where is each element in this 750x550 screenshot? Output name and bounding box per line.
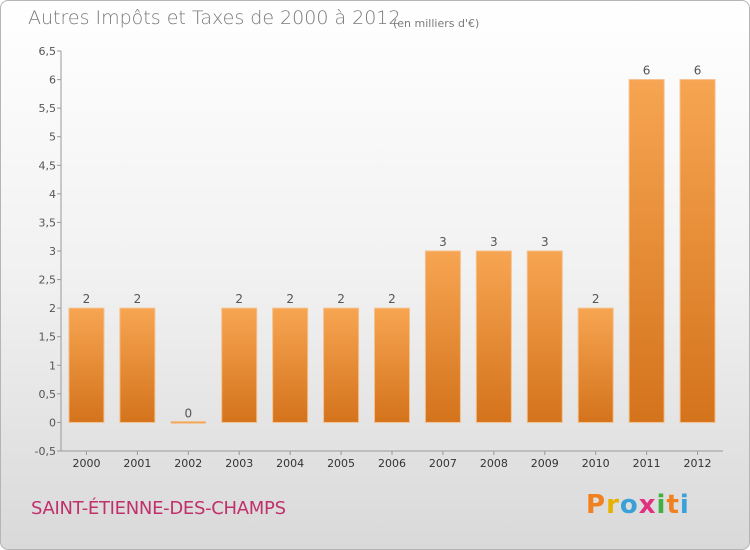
- bar: [323, 307, 360, 423]
- y-tick-label: 1: [49, 359, 56, 372]
- bar: [119, 307, 156, 423]
- y-tick-label: 5: [49, 131, 56, 144]
- bar: [272, 307, 309, 423]
- x-tick-label: 2002: [174, 457, 202, 470]
- chart-unit-label: (en milliers d'€): [393, 17, 480, 30]
- data-label: 3: [439, 235, 447, 249]
- logo-letter: r: [606, 490, 620, 520]
- x-tick-label: 2010: [582, 457, 610, 470]
- logo-letter: x: [638, 490, 657, 520]
- bar: [170, 421, 206, 424]
- x-tick-label: 2007: [429, 457, 457, 470]
- data-label: 2: [388, 292, 396, 306]
- y-tick-label: -0,5: [35, 445, 56, 458]
- x-tick-label: 2003: [225, 457, 253, 470]
- y-tick-label: 0: [49, 416, 56, 429]
- logo-letter: i: [679, 490, 690, 520]
- logo-letter: P: [586, 490, 607, 520]
- y-tick-label: 6: [49, 74, 56, 87]
- commune-name: SAINT-ÉTIENNE-DES-CHAMPS: [31, 498, 286, 519]
- bar: [374, 307, 410, 423]
- bar: [679, 79, 716, 423]
- chart-title: Autres Impôts et Taxes de 2000 à 2012: [28, 7, 401, 29]
- x-tick-label: 2000: [72, 457, 100, 470]
- bar: [628, 79, 665, 423]
- logo-letter: i: [656, 490, 667, 520]
- logo-letter: o: [619, 490, 639, 520]
- y-tick-label: 6,5: [39, 45, 57, 58]
- x-tick-label: 2009: [531, 457, 559, 470]
- data-label: 3: [490, 235, 498, 249]
- logo-letter: t: [666, 490, 680, 520]
- x-tick-label: 2011: [633, 457, 661, 470]
- y-tick-label: 0,5: [39, 388, 57, 401]
- x-tick-label: 2012: [684, 457, 712, 470]
- x-tick-label: 2004: [276, 457, 304, 470]
- y-tick-label: 3,5: [39, 216, 57, 229]
- y-tick-label: 1,5: [39, 331, 57, 344]
- bar: [577, 307, 614, 423]
- data-label: 0: [184, 406, 192, 420]
- data-label: 3: [541, 235, 549, 249]
- y-tick-label: 4: [49, 188, 56, 201]
- y-tick-label: 3: [49, 245, 56, 258]
- data-label: 2: [592, 292, 600, 306]
- data-label: 2: [337, 292, 345, 306]
- bar: [221, 307, 258, 423]
- data-label: 2: [286, 292, 294, 306]
- x-tick-label: 2006: [378, 457, 406, 470]
- bar: [68, 307, 105, 423]
- x-tick-label: 2005: [327, 457, 355, 470]
- proxiti-logo: Proxiti: [586, 490, 690, 520]
- y-tick-label: 2,5: [39, 274, 57, 287]
- bar: [475, 250, 512, 423]
- y-tick-label: 4,5: [39, 159, 57, 172]
- data-label: 2: [134, 292, 142, 306]
- x-tick-label: 2008: [480, 457, 508, 470]
- bar: [526, 250, 563, 423]
- y-tick-label: 2: [49, 302, 56, 315]
- y-tick-label: 5,5: [39, 102, 57, 115]
- data-label: 2: [83, 292, 91, 306]
- data-label: 6: [643, 64, 651, 78]
- bar: [424, 250, 461, 423]
- x-tick-label: 2001: [123, 457, 151, 470]
- data-label: 6: [694, 64, 702, 78]
- data-label: 2: [235, 292, 243, 306]
